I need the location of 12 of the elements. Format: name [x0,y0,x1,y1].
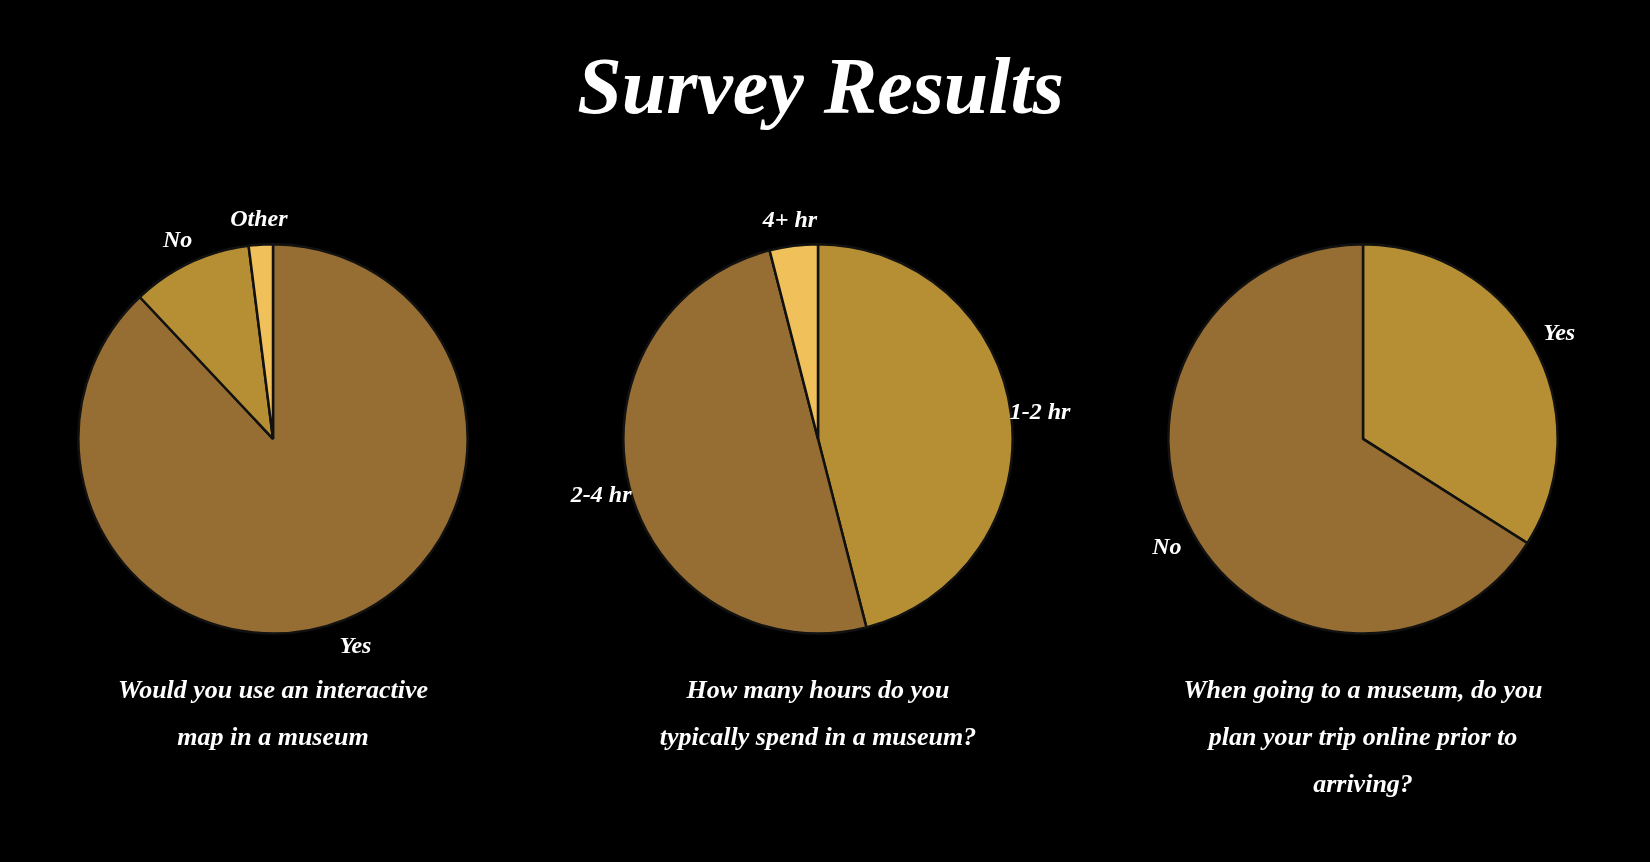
slice-label: 4+ hr [761,206,818,233]
slice-label: Other [230,204,289,231]
text: When going to a museum, do you plan your trip online prior to arriving? [1183,675,1543,799]
slice-label: 1-2 hr [1009,398,1072,425]
text: Survey Results [577,41,1064,130]
slice-label: No [1151,532,1182,559]
slice-label: 2-4 hr [569,480,633,507]
text: How many hours do you typically spend in a museum? [659,675,977,752]
text: Would you use an interactive map in a museum [117,675,429,752]
slice-label: Yes [339,631,372,658]
slice-label: Yes [1543,319,1576,346]
slice-label: No [162,225,193,252]
